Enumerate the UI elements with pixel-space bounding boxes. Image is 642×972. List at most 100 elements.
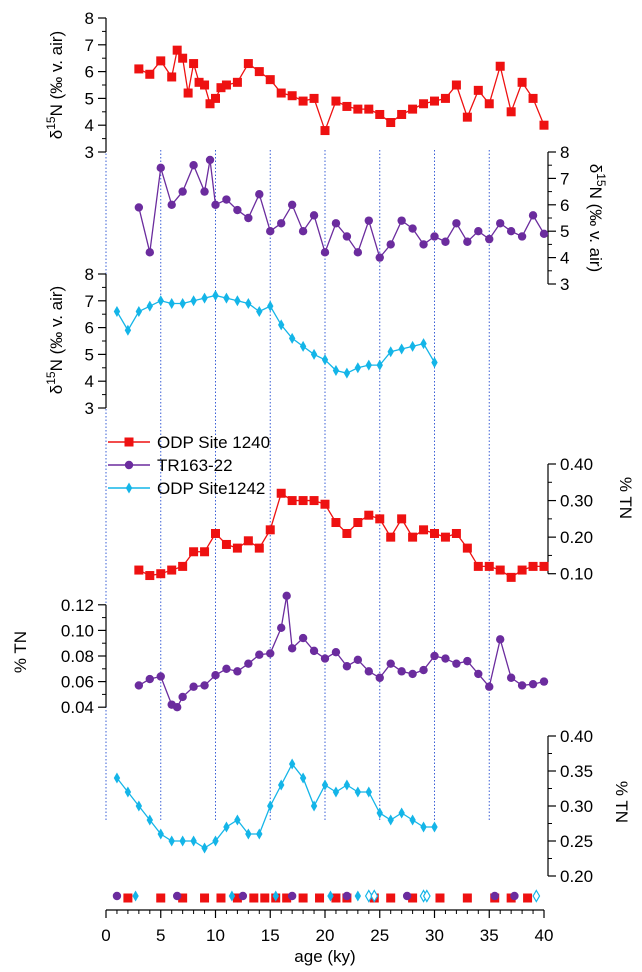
data-point xyxy=(178,692,187,702)
data-point xyxy=(178,53,188,63)
data-point xyxy=(364,667,373,676)
data-point xyxy=(190,295,197,307)
data-point xyxy=(430,232,439,241)
data-point xyxy=(113,306,121,318)
data-point xyxy=(243,536,253,546)
y-tick-label: 0.40 xyxy=(560,455,593,474)
y-tick-label: 8 xyxy=(560,143,569,162)
data-point xyxy=(528,679,538,689)
data-point xyxy=(255,190,264,199)
x-tick-label: 25 xyxy=(370,926,389,945)
legend-marker xyxy=(124,460,134,470)
series-line xyxy=(138,492,544,579)
data-point xyxy=(387,814,394,826)
y-tick-label: 3 xyxy=(85,399,94,418)
data-point xyxy=(168,297,175,309)
data-point xyxy=(172,703,182,712)
data-point xyxy=(495,565,505,575)
data-point xyxy=(309,646,319,656)
data-point xyxy=(256,828,263,840)
age-control-open-diamond xyxy=(422,889,431,903)
data-point xyxy=(462,112,472,122)
data-point xyxy=(157,828,164,840)
data-point xyxy=(245,297,252,309)
age-control-square xyxy=(178,893,188,903)
data-point xyxy=(205,99,215,109)
data-point xyxy=(194,77,204,87)
data-point xyxy=(484,561,494,571)
data-point xyxy=(233,205,242,215)
data-point xyxy=(517,232,527,241)
data-point xyxy=(517,565,527,575)
data-point xyxy=(221,80,231,90)
data-point xyxy=(539,677,549,686)
y-tick-label: 0.35 xyxy=(560,762,593,781)
age-control-square xyxy=(260,893,270,903)
data-point xyxy=(539,120,549,130)
data-point xyxy=(157,295,164,307)
data-point xyxy=(113,772,121,784)
series-line xyxy=(138,595,545,709)
data-point xyxy=(506,673,516,682)
data-point xyxy=(309,496,319,506)
y-tick-label: 4 xyxy=(85,116,94,135)
age-control-diamond xyxy=(327,890,334,902)
data-point xyxy=(232,77,242,87)
y-tick-label: 0.08 xyxy=(61,647,94,666)
data-point xyxy=(282,591,291,601)
data-point xyxy=(179,297,186,309)
x-tick-label: 30 xyxy=(425,926,444,945)
age-control-diamond xyxy=(228,890,236,902)
data-point xyxy=(216,83,226,93)
y-tick-label: 0.10 xyxy=(560,565,593,584)
data-point xyxy=(145,571,155,581)
data-point xyxy=(440,532,450,542)
age-control-open-diamond xyxy=(532,889,541,903)
data-point xyxy=(517,681,527,690)
data-point xyxy=(222,664,231,673)
age-control-square xyxy=(232,893,242,903)
y-axis-label-1240-tn: % TN xyxy=(616,477,635,519)
data-point xyxy=(386,118,396,128)
data-point xyxy=(408,104,418,114)
data-point xyxy=(201,842,208,854)
data-point xyxy=(463,237,472,246)
data-point xyxy=(255,650,264,659)
data-point xyxy=(310,800,318,812)
y-tick-label: 0.30 xyxy=(560,797,593,816)
data-point xyxy=(440,93,450,103)
data-point xyxy=(233,667,242,676)
data-point xyxy=(474,669,483,679)
data-point xyxy=(419,99,429,109)
data-point xyxy=(167,565,177,575)
age-control-circle xyxy=(490,891,499,901)
age-control-square xyxy=(200,893,210,903)
data-point xyxy=(254,543,264,553)
data-point xyxy=(462,543,472,553)
data-point xyxy=(200,80,210,90)
data-point xyxy=(342,528,352,538)
data-point xyxy=(134,64,144,74)
data-point xyxy=(189,682,198,691)
age-control-diamond xyxy=(272,890,279,902)
data-point xyxy=(201,292,208,304)
data-point xyxy=(451,80,461,90)
data-point xyxy=(506,572,516,582)
data-point xyxy=(276,88,286,98)
data-point xyxy=(146,300,153,312)
data-point xyxy=(156,163,165,173)
series-line xyxy=(138,159,545,259)
series-line xyxy=(138,48,545,133)
data-point xyxy=(183,88,193,98)
data-point xyxy=(234,814,241,826)
data-point xyxy=(265,525,275,535)
data-point xyxy=(321,354,329,366)
data-point xyxy=(452,659,461,668)
data-point xyxy=(320,248,330,257)
data-point xyxy=(420,338,427,350)
data-point xyxy=(353,518,363,528)
data-point xyxy=(364,216,373,225)
data-point xyxy=(506,227,516,236)
y-axis-label-tr-d15n: δ15N (‰ v. air) xyxy=(586,164,608,272)
age-control-open-diamond xyxy=(364,889,373,903)
